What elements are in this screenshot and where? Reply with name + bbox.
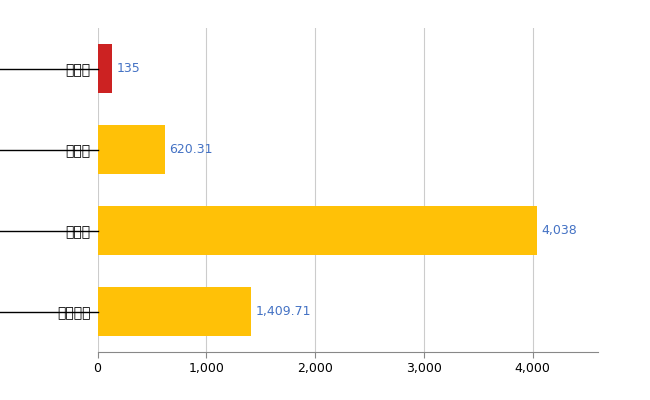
Text: 135: 135 <box>116 62 140 75</box>
Bar <box>98 287 251 336</box>
Bar <box>98 125 165 174</box>
Text: 1,409.71: 1,409.71 <box>255 305 311 318</box>
Bar <box>98 44 112 93</box>
Text: 4,038: 4,038 <box>541 224 577 237</box>
Bar <box>98 206 537 255</box>
Text: 620.31: 620.31 <box>170 143 213 156</box>
